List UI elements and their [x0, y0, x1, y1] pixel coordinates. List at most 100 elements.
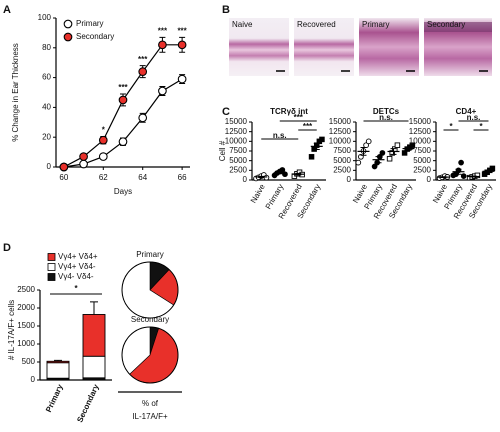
- data-point: [386, 155, 393, 162]
- significance: *: [479, 122, 483, 131]
- histology-label: Primary: [362, 20, 390, 29]
- error-bar: [440, 176, 447, 178]
- y-tick-label: 15000: [225, 117, 248, 126]
- data-point: [138, 113, 148, 123]
- x-tick-label: Primary: [44, 382, 65, 413]
- x-tick-label: 60: [59, 173, 68, 182]
- legend-marker: [47, 253, 56, 261]
- histology-label: Recovered: [297, 20, 336, 29]
- chart-title: CD4+: [456, 107, 477, 116]
- y-tick-label: 0: [31, 375, 36, 384]
- error-bar: [313, 142, 320, 150]
- legend-marker: [63, 19, 73, 29]
- data-point: [158, 86, 167, 96]
- y-tick-label: 1000: [17, 339, 35, 348]
- histology-label: Secondary: [427, 20, 465, 29]
- y-tick-label: 2000: [17, 303, 35, 312]
- data-point: [458, 159, 464, 166]
- chart-title: Secondary: [131, 315, 169, 324]
- x-tick-label: 64: [138, 173, 147, 182]
- significance: *: [102, 126, 106, 135]
- significance: ***: [177, 26, 187, 35]
- bar-segment: [82, 314, 106, 357]
- error-bar: [258, 175, 265, 178]
- significance: ***: [158, 26, 168, 35]
- chart-title: DETCs: [373, 107, 400, 116]
- error-bar: [405, 146, 412, 151]
- error-bar: [54, 359, 62, 362]
- error-bar: [455, 168, 462, 175]
- data-point: [355, 159, 362, 166]
- data-point: [98, 135, 108, 145]
- data-point: [371, 163, 378, 170]
- error-bar: [390, 148, 397, 155]
- error-bar: [295, 172, 302, 176]
- legend-label: Secondary: [76, 32, 114, 41]
- y-tick-label: 2500: [229, 165, 247, 174]
- x-tick-label: 62: [99, 173, 108, 182]
- error-bar: [360, 147, 367, 156]
- y-tick-label: 0: [47, 162, 52, 171]
- y-axis-label: # IL-17A/F+ cells: [7, 300, 16, 360]
- data-point: [79, 152, 88, 161]
- data-point: [177, 74, 187, 84]
- bar-segment: [46, 362, 70, 379]
- y-axis-label: % Change in Ear Thickness: [11, 43, 20, 142]
- data-point: [379, 150, 386, 156]
- data-point: [365, 138, 372, 145]
- x-axis-label: Days: [114, 187, 132, 196]
- y-tick-label: 12500: [225, 127, 248, 136]
- error-bar: [470, 175, 477, 178]
- error-bar: [375, 156, 382, 164]
- data-point: [118, 137, 128, 147]
- significance: ***: [294, 113, 304, 122]
- significance: ***: [138, 55, 148, 64]
- data-point: [177, 40, 187, 50]
- chart-title: TCRγδ int: [270, 107, 308, 116]
- data-point: [98, 152, 108, 161]
- legend-label: Primary: [76, 19, 104, 28]
- significance: *: [449, 122, 453, 131]
- y-tick-label: 5000: [413, 156, 431, 165]
- significance: ***: [118, 83, 128, 92]
- y-tick-label: 0: [243, 175, 248, 184]
- legend-label: Vγ4+ Vδ4-: [58, 262, 96, 271]
- histology-crust: [424, 22, 492, 32]
- legend-label: Vγ4- Vδ4-: [58, 272, 94, 281]
- histology: Naive Recovered Primary Secondary: [229, 18, 492, 76]
- bar-segment: [46, 360, 70, 364]
- legend-marker: [47, 273, 56, 281]
- y-tick-label: 0: [427, 175, 432, 184]
- significance: n.s.: [273, 131, 287, 140]
- error-bar: [276, 171, 283, 175]
- y-tick-label: 15000: [329, 117, 352, 126]
- y-tick-label: 5000: [333, 156, 351, 165]
- legend-marker: [47, 263, 56, 271]
- data-point: [319, 136, 325, 143]
- y-tick-label: 10000: [329, 136, 352, 145]
- y-tick-label: 5000: [229, 156, 247, 165]
- error-bar: [485, 169, 492, 173]
- y-tick-label: 2500: [17, 285, 35, 294]
- panel-label: B: [222, 4, 230, 16]
- data-point: [308, 154, 315, 160]
- significance: ***: [303, 122, 313, 131]
- y-tick-label: 500: [22, 357, 36, 366]
- panel-label: D: [3, 242, 11, 254]
- data-point: [59, 162, 69, 172]
- y-tick-label: 40: [42, 103, 51, 112]
- data-point: [79, 159, 88, 169]
- pie-outline: [121, 326, 179, 384]
- histology-image: [229, 18, 289, 76]
- y-tick-label: 2500: [333, 165, 351, 174]
- legend-marker: [63, 32, 73, 42]
- data-point: [138, 67, 148, 76]
- panel-label: A: [3, 4, 11, 16]
- pie-caption: IL-17A/F+: [132, 412, 168, 421]
- y-tick-label: 20: [42, 132, 51, 141]
- data-point: [118, 95, 128, 105]
- y-tick-label: 10000: [409, 136, 432, 145]
- pie-caption: % of: [142, 399, 159, 408]
